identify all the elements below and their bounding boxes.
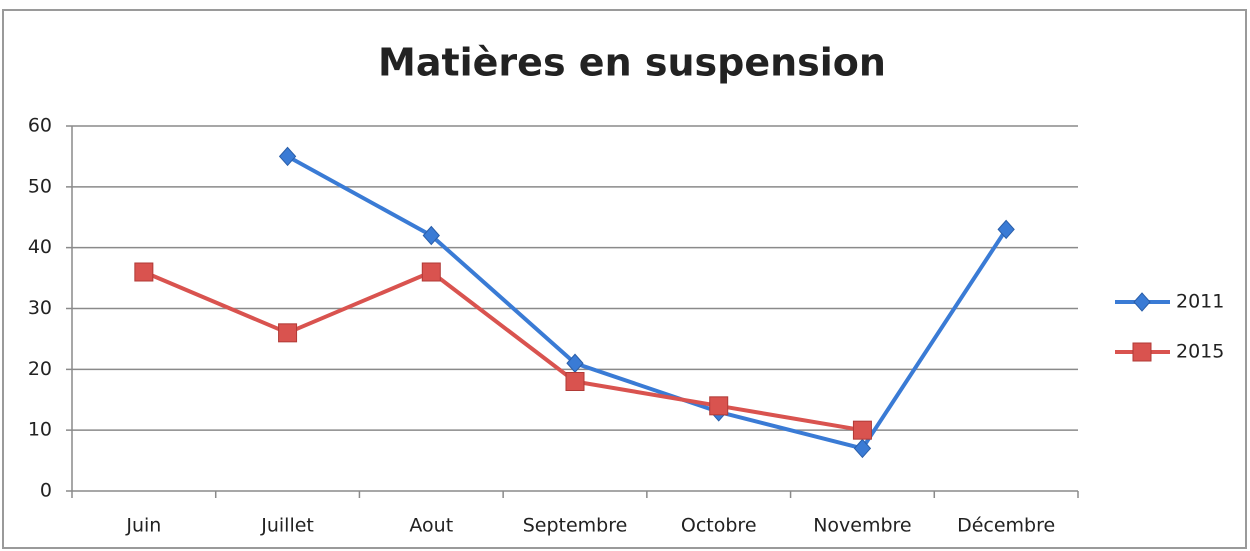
data-marker — [709, 396, 729, 416]
legend-marker — [1133, 292, 1151, 312]
data-marker — [278, 146, 297, 167]
series-line — [143, 270, 863, 433]
data-marker — [422, 225, 440, 246]
chart-title: Matières en suspension — [378, 41, 886, 85]
x-tick-label: Novembre — [813, 515, 911, 537]
y-tick-label: 40 — [28, 236, 52, 258]
series-line — [286, 154, 1008, 451]
data-marker — [565, 372, 585, 391]
legend-marker — [1132, 342, 1152, 362]
x-tick-label: Juin — [125, 515, 161, 537]
y-tick-label: 20 — [28, 358, 52, 380]
data-marker — [134, 262, 154, 282]
x-tick-label: Aout — [409, 515, 453, 537]
data-marker — [278, 323, 298, 343]
x-tick-label: Décembre — [957, 515, 1055, 537]
x-tick-label: Juillet — [260, 515, 314, 537]
y-tick-label: 60 — [28, 115, 52, 137]
y-tick-label: 50 — [28, 175, 52, 197]
data-marker — [997, 219, 1015, 240]
y-tick-label: 30 — [28, 297, 52, 319]
y-tick-label: 0 — [40, 480, 52, 502]
x-tick-label: Octobre — [681, 515, 757, 537]
x-tick-label: Septembre — [523, 515, 628, 537]
chart-frame — [2, 9, 1247, 549]
data-marker — [853, 438, 872, 459]
data-marker — [852, 420, 872, 440]
legend-label: 2011 — [1176, 291, 1224, 313]
data-marker — [421, 262, 441, 282]
legend-label: 2015 — [1176, 341, 1224, 363]
y-tick-label: 10 — [28, 419, 52, 441]
